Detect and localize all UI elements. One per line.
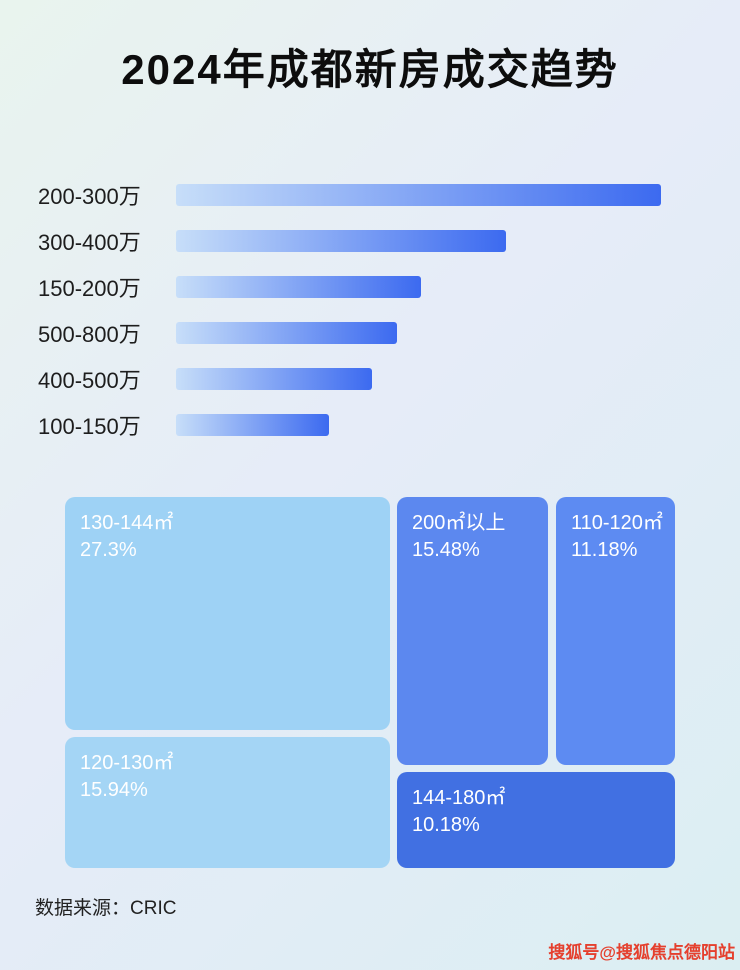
treemap-value: 15.94%: [80, 779, 148, 801]
bar-category-label: 200-300万: [38, 184, 141, 209]
treemap-label: 200㎡以上: [412, 512, 506, 534]
treemap-block-110-120: 110-120㎡ 11.18%: [556, 497, 675, 765]
bar-row: 150-200万: [38, 276, 702, 301]
bar-category-label: 100-150万: [38, 414, 141, 439]
watermark: 搜狐号@搜狐焦点德阳站: [548, 943, 735, 962]
bar-category-label: 150-200万: [38, 276, 141, 301]
bar-row: 200-300万: [38, 184, 702, 209]
treemap-block-120-130: 120-130㎡ 15.94%: [65, 737, 390, 868]
bar-row: 300-400万: [38, 230, 702, 255]
bar-track: [176, 184, 661, 206]
page-title: 2024年成都新房成交趋势: [121, 46, 619, 93]
bar-category-label: 500-800万: [38, 322, 141, 347]
bar-track: [176, 230, 661, 252]
bar: [176, 414, 329, 436]
treemap-block-144-180: 144-180㎡ 10.18%: [397, 772, 675, 868]
treemap-block-130-144: 130-144㎡ 27.3%: [65, 497, 390, 730]
treemap-label: 130-144㎡: [80, 512, 174, 534]
bar: [176, 276, 421, 298]
treemap-value: 10.18%: [412, 814, 480, 836]
treemap-value: 11.18%: [571, 539, 638, 561]
bar-row: 500-800万: [38, 322, 702, 347]
data-source: 数据来源：CRIC: [35, 898, 177, 919]
treemap-label: 144-180㎡: [412, 787, 506, 809]
bar-track: [176, 276, 661, 298]
bar: [176, 230, 506, 252]
bar-row: 100-150万: [38, 414, 702, 439]
treemap-value: 15.48%: [412, 539, 480, 561]
bar-track: [176, 368, 661, 390]
bar-category-label: 400-500万: [38, 368, 141, 393]
treemap-label: 110-120㎡: [571, 512, 663, 534]
bar-category-label: 300-400万: [38, 230, 141, 255]
bar: [176, 368, 373, 390]
bar-track: [176, 414, 661, 436]
bar: [176, 184, 661, 206]
price-range-bar-chart: 200-300万 300-400万 150-200万 500-800万 400-: [38, 184, 702, 460]
treemap-label: 120-130㎡: [80, 752, 174, 774]
bar-row: 400-500万: [38, 368, 702, 393]
floor-area-treemap: 130-144㎡ 27.3% 200㎡以上 15.48% 110-120㎡ 11…: [65, 497, 675, 868]
treemap-value: 27.3%: [80, 539, 137, 561]
bar-track: [176, 322, 661, 344]
bar: [176, 322, 397, 344]
treemap-block-200-plus: 200㎡以上 15.48%: [397, 497, 548, 765]
